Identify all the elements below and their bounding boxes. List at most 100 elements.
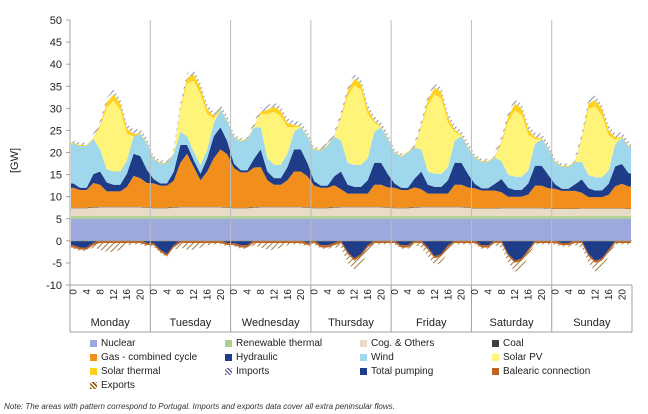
legend-swatch [90,340,97,347]
legend-item-hydraulic: Hydraulic [225,352,278,363]
area-cog-others [71,207,631,217]
hour-tick-label: 12 [591,289,602,301]
legend-swatch [225,368,232,375]
hour-tick-label: 0 [470,289,481,295]
legend-swatch [360,340,367,347]
legend-item-solar-pv: Solar PV [492,352,542,363]
day-label: Friday [416,317,447,329]
legend-label: Imports [236,366,270,377]
hour-tick-label: 8 [95,289,106,295]
hour-tick-label: 16 [283,289,294,301]
legend-swatch [225,354,232,361]
legend-label: Coal [503,338,524,349]
area-nuclear [71,218,631,241]
legend-swatch [90,368,97,375]
legend-item-balearic-connection: Balearic connection [492,366,590,377]
y-tick-label: 10 [50,192,62,204]
hour-tick-label: 16 [203,289,214,301]
legend-item-coal: Coal [492,338,524,349]
y-tick-label: 40 [50,59,62,71]
legend-label: Gas - combined cycle [101,352,198,363]
legend-swatch [90,382,97,389]
hour-tick-label: 8 [497,289,508,295]
hour-tick-label: 4 [403,289,414,295]
hour-tick-label: 16 [122,289,133,301]
y-tick-label: 45 [50,37,62,49]
hour-tick-label: 4 [323,289,334,295]
legend-item-cog-others: Cog. & Others [360,338,434,349]
area-solar-pv [71,80,631,178]
legend-label: Hydraulic [236,352,278,363]
hour-tick-label: 20 [136,289,147,301]
hour-tick-label: 0 [390,289,401,295]
day-label: Saturday [490,317,535,329]
hour-tick-label: 4 [484,289,495,295]
area-total-pumping [71,240,631,261]
chart-note: Note: The areas with pattern correspond … [4,402,395,411]
hour-tick-label: 12 [109,289,120,301]
legend-swatch [225,340,232,347]
area-wind [71,109,631,191]
day-label: Sunday [573,317,611,329]
area-layers [71,69,631,272]
legend-swatch [360,368,367,375]
legend-swatch [360,354,367,361]
area-hydraulic [71,127,631,198]
legend-label: Nuclear [101,338,136,349]
legend-label: Balearic connection [503,366,591,377]
legend-item-exports: Exports [90,380,135,391]
hour-tick-label: 12 [189,289,200,301]
y-tick-label: -5 [52,258,62,270]
legend-label: Exports [101,380,135,391]
hour-tick-label: 20 [617,289,628,301]
hour-tick-label: 4 [243,289,254,295]
hour-tick-label: 0 [550,289,561,295]
hour-tick-label: 16 [443,289,454,301]
legend-item-nuclear: Nuclear [90,338,135,349]
area-exports [71,243,631,272]
legend-swatch [492,354,499,361]
legend-item-total-pumping: Total pumping [360,366,433,377]
hour-tick-label: 4 [564,289,575,295]
hour-tick-label: 20 [457,289,468,301]
legend-item-imports: Imports [225,366,269,377]
legend-item-renewable-thermal: Renewable thermal [225,338,322,349]
hour-tick-label: 8 [417,289,428,295]
hour-tick-label: 4 [162,289,173,295]
legend-item-wind: Wind [360,352,394,363]
legend-swatch [90,354,97,361]
hour-tick-label: 20 [216,289,227,301]
area-balearic-connection [71,240,631,263]
hour-tick-label: 12 [350,289,361,301]
hour-tick-label: 4 [82,289,93,295]
y-tick-label: 50 [50,15,62,27]
y-tick-label: 20 [50,148,62,160]
legend-label: Renewable thermal [236,338,323,349]
hour-tick-label: 16 [604,289,615,301]
y-tick-label: -10 [46,280,62,292]
hour-tick-label: 12 [269,289,280,301]
hour-tick-label: 20 [296,289,307,301]
legend-label: Wind [371,352,394,363]
hour-tick-label: 12 [430,289,441,301]
y-tick-label: 5 [56,214,62,226]
legend-swatch [492,340,499,347]
day-label: Tuesday [170,317,212,329]
area-coal [71,206,631,209]
hour-tick-label: 8 [176,289,187,295]
legend-label: Solar PV [503,352,543,363]
y-tick-label: 30 [50,103,62,115]
hour-tick-label: 16 [363,289,374,301]
legend-label: Solar thermal [101,366,161,377]
hour-tick-label: 8 [577,289,588,295]
hour-tick-label: 12 [510,289,521,301]
hour-tick-label: 0 [229,289,240,295]
area-gas-combined-cycle [71,149,631,209]
day-label: Monday [91,317,131,329]
y-tick-label: 0 [56,236,62,248]
legend-item-solar-thermal: Solar thermal [90,366,160,377]
hour-tick-label: 0 [69,289,80,295]
y-axis-label: [GW] [9,148,21,173]
y-tick-label: 35 [50,81,62,93]
